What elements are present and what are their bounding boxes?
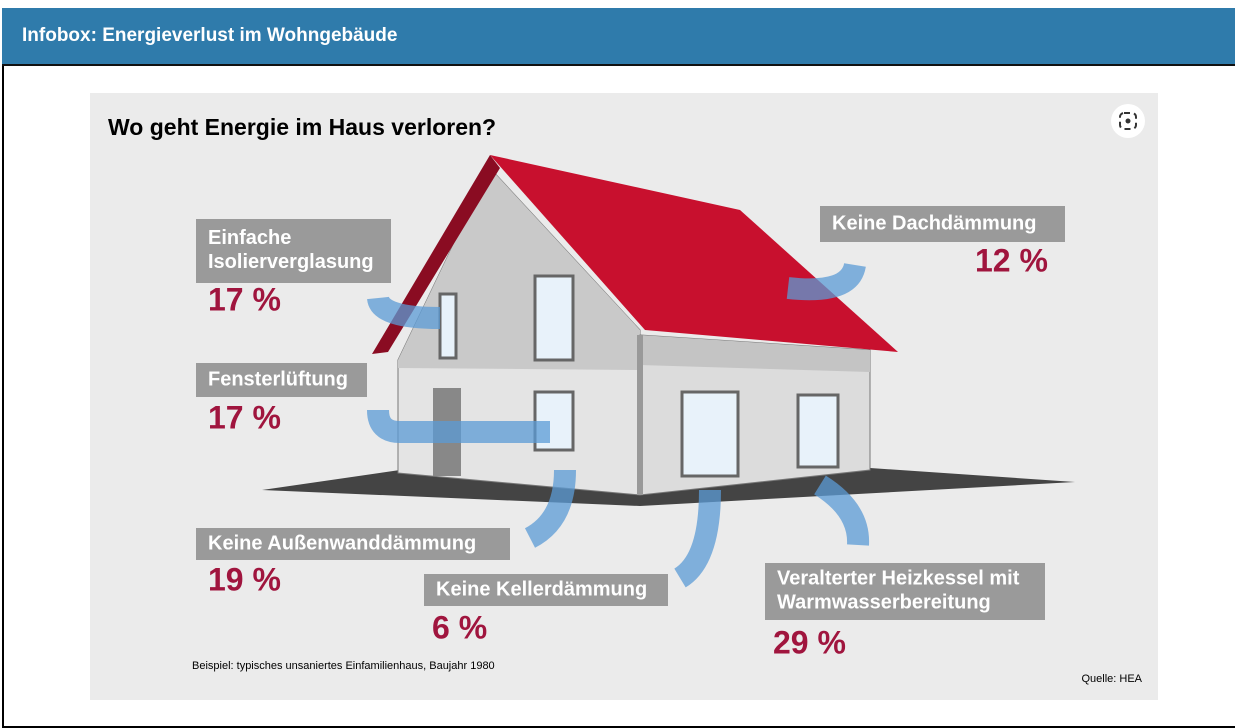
- arrows: [367, 262, 870, 588]
- footnote: Beispiel: typisches unsaniertes Einfamil…: [192, 660, 495, 672]
- label-box: [820, 206, 1065, 242]
- item-label: Keine Kellerdämmung: [436, 578, 647, 600]
- source: Quelle: HEA: [1081, 673, 1142, 685]
- item-share: 29 %: [773, 624, 846, 660]
- label-box: [424, 574, 668, 606]
- item-share: 17 %: [208, 281, 281, 317]
- label-box: [196, 219, 391, 283]
- label-box: [765, 563, 1045, 620]
- label-box: [196, 363, 367, 397]
- item-label: Keine Außenwanddämmung: [208, 532, 476, 554]
- item-label: Einfache Isolierverglasung: [208, 227, 374, 273]
- item-label: Keine Dachdämmung: [832, 212, 1036, 234]
- label-box: [196, 528, 510, 560]
- lens-icon[interactable]: [1111, 104, 1145, 138]
- item-share: 19 %: [208, 561, 281, 597]
- item-label: Veralterter Heizkessel mit Warmwasserbere…: [777, 568, 1020, 614]
- item-share: 6 %: [432, 609, 487, 645]
- infobox-header: Infobox: Energieverlust im Wohngebäude: [2, 8, 1235, 66]
- item-label: Fensterlüftung: [208, 368, 348, 390]
- infographic-title: Wo geht Energie im Haus verloren?: [108, 114, 496, 140]
- item-share: 17 %: [208, 399, 281, 435]
- item-share: 12 %: [975, 242, 1048, 278]
